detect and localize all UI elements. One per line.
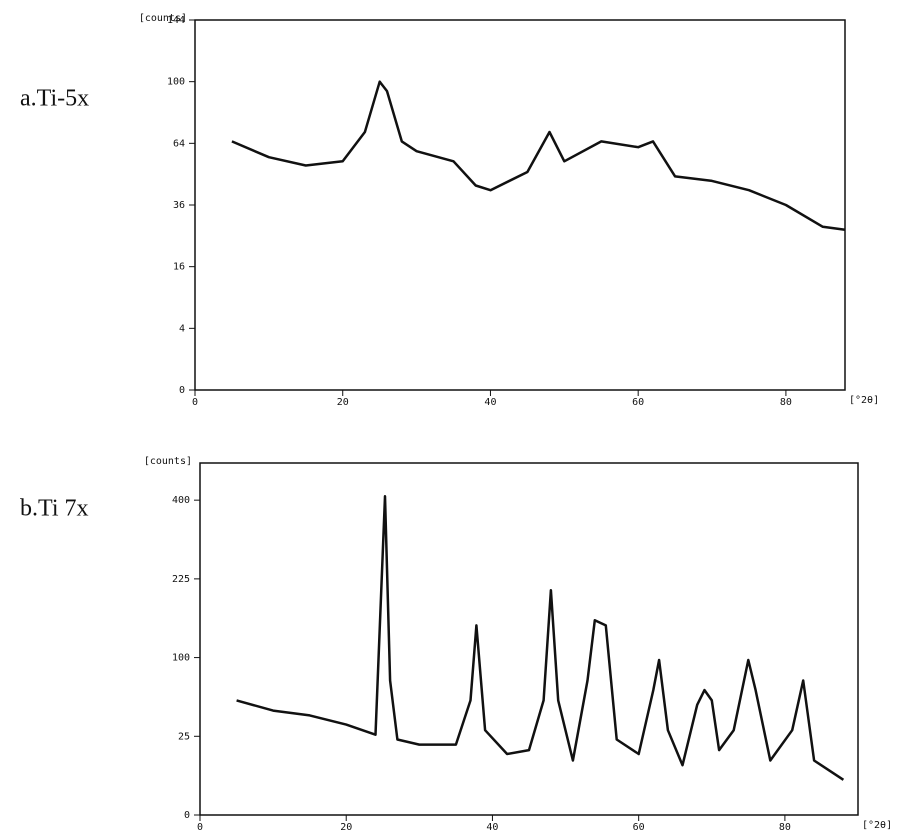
y-tick-label: 16 [173, 262, 185, 273]
x-tick-label: 20 [337, 397, 349, 408]
y-tick-label: 0 [179, 385, 185, 396]
y-axis-label: [counts] [144, 456, 192, 467]
chart-title: a.Ti-5x [20, 86, 89, 112]
x-tick-label: 60 [632, 397, 644, 408]
xrd-line [236, 495, 845, 781]
y-tick-label: 400 [172, 495, 190, 506]
y-tick-label: 4 [179, 323, 185, 334]
y-tick-label: 25 [178, 731, 190, 742]
y-tick-label: 100 [167, 77, 185, 88]
y-tick-label: 64 [173, 138, 185, 149]
x-tick-label: 80 [780, 397, 792, 408]
x-tick-label: 80 [779, 822, 791, 833]
x-tick-label: 20 [340, 822, 352, 833]
y-tick-label: 225 [172, 574, 190, 585]
xrd-line [231, 80, 846, 232]
y-tick-label: 0 [184, 810, 190, 821]
y-tick-label: 100 [172, 653, 190, 664]
y-axis-label: [counts] [139, 13, 187, 24]
chart-title: b.Ti 7x [20, 496, 88, 522]
x-tick-label: 0 [192, 397, 198, 408]
x-tick-label: 0 [197, 822, 203, 833]
x-tick-label: 60 [633, 822, 645, 833]
x-axis-label: [°2θ] [862, 820, 892, 831]
y-tick-label: 144 [167, 15, 185, 26]
plot-frame [199, 462, 859, 816]
plot-frame [194, 19, 846, 391]
x-tick-label: 40 [484, 397, 496, 408]
x-axis-label: [°2θ] [849, 395, 879, 406]
y-tick-label: 36 [173, 200, 185, 211]
x-tick-label: 40 [486, 822, 498, 833]
